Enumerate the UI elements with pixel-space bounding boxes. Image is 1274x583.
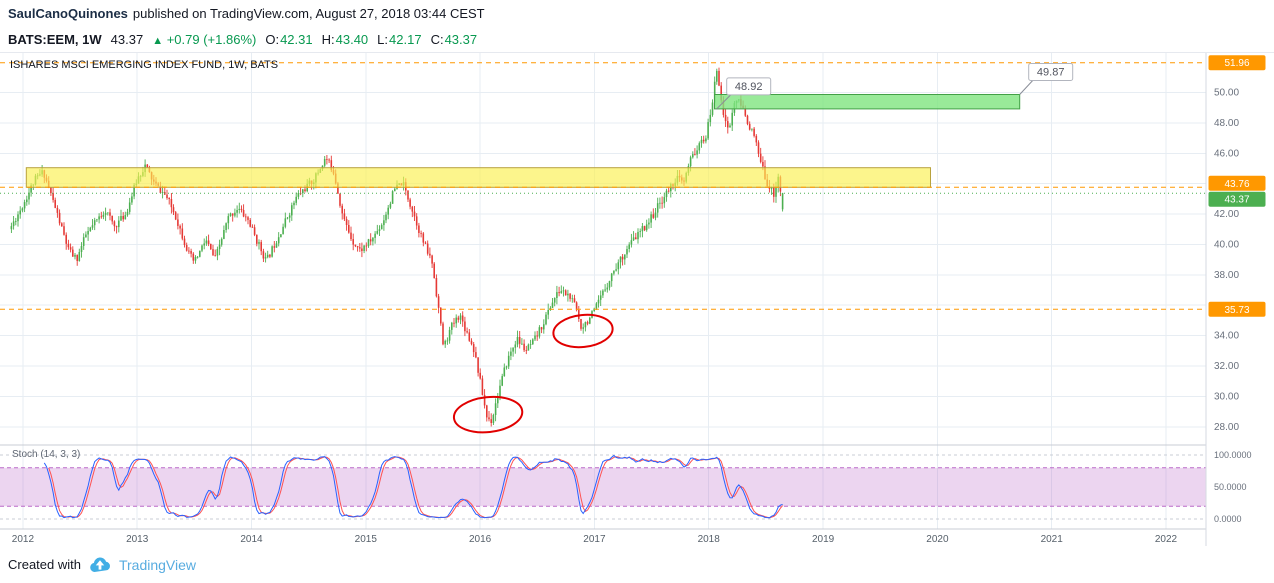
stochastic-band <box>0 454 1206 520</box>
svg-text:50.00: 50.00 <box>1214 88 1239 99</box>
price-badge: 43.76 <box>1208 175 1266 191</box>
svg-text:51.96: 51.96 <box>1224 58 1249 69</box>
stochastic-indicator-label[interactable]: Stoch (14, 3, 3) <box>12 449 81 460</box>
svg-text:40.00: 40.00 <box>1214 239 1239 250</box>
svg-text:2013: 2013 <box>126 534 149 545</box>
resistance-zone-yellow[interactable] <box>25 167 932 188</box>
price-level-lines[interactable] <box>0 62 1206 310</box>
svg-text:2019: 2019 <box>812 534 835 545</box>
chart-canvas[interactable]: 48.92 49.87 50.00 48.00 46.00 42.00 40.00 38.00… <box>0 53 1274 546</box>
svg-text:46.00: 46.00 <box>1214 148 1239 159</box>
price-change: ▲ +0.79 (+1.86%) <box>152 32 256 47</box>
target-zone-green[interactable] <box>714 94 1021 110</box>
svg-text:32.00: 32.00 <box>1214 361 1239 372</box>
svg-text:2021: 2021 <box>1041 534 1064 545</box>
svg-text:34.00: 34.00 <box>1214 331 1239 342</box>
last-price-value: 43.37 <box>110 31 144 47</box>
symbol-name[interactable]: BATS:EEM, 1W <box>8 31 102 47</box>
chart-background <box>0 53 1274 546</box>
svg-text:100.0000: 100.0000 <box>1214 450 1252 460</box>
stochastic-lines <box>43 454 783 519</box>
symbol-bar: BATS:EEM, 1W 43.37 ▲ +0.79 (+1.86%) O: 42… <box>0 26 1274 52</box>
svg-text:2016: 2016 <box>469 534 492 545</box>
svg-text:42.00: 42.00 <box>1214 209 1239 220</box>
publish-info: published on TradingView.com, August 27,… <box>132 5 485 21</box>
change-text: +0.79 (+1.86%) <box>166 31 257 47</box>
svg-text:30.00: 30.00 <box>1214 391 1239 402</box>
svg-text:48.00: 48.00 <box>1214 118 1239 129</box>
svg-text:2022: 2022 <box>1155 534 1178 545</box>
svg-text:2018: 2018 <box>698 534 721 545</box>
svg-text:2014: 2014 <box>240 534 263 545</box>
svg-text:2012: 2012 <box>12 534 35 545</box>
price-axis[interactable]: 50.00 48.00 46.00 42.00 40.00 38.00 34.00 32.00… <box>1205 53 1274 546</box>
svg-text:35.73: 35.73 <box>1224 305 1249 316</box>
low-value: L: 42.17 <box>377 31 422 47</box>
svg-text:49.87: 49.87 <box>1037 67 1065 79</box>
chart-area: ISHARES MSCI EMERGING INDEX FUND, 1W, BA… <box>0 52 1274 546</box>
svg-text:2015: 2015 <box>355 534 378 545</box>
pane-separators <box>0 444 1274 530</box>
author-name[interactable]: SaulCanoQuinones <box>8 5 128 21</box>
price-badge: 51.96 <box>1208 55 1266 71</box>
created-with-label: Created with <box>8 557 81 572</box>
price-badge: 35.73 <box>1208 301 1266 317</box>
red-circle-annotations[interactable] <box>452 312 614 436</box>
tradingview-logo-icon[interactable] <box>88 555 112 575</box>
publish-header: SaulCanoQuinones published on TradingVie… <box>0 0 1274 26</box>
svg-text:2017: 2017 <box>583 534 606 545</box>
svg-text:2020: 2020 <box>926 534 949 545</box>
time-axis[interactable]: 2012 2013 2014 2015 2016 2017 2018 2019 2020 2021… <box>12 534 1178 545</box>
close-value: C: 43.37 <box>430 31 478 47</box>
svg-text:43.37: 43.37 <box>1224 195 1249 206</box>
high-value: H: 43.40 <box>321 31 369 47</box>
price-badge: 43.37 <box>1208 191 1266 207</box>
svg-text:28.00: 28.00 <box>1214 422 1239 433</box>
svg-text:50.0000: 50.0000 <box>1214 482 1247 492</box>
svg-text:48.92: 48.92 <box>735 81 763 93</box>
svg-text:43.76: 43.76 <box>1224 179 1249 190</box>
tradingview-brand[interactable]: TradingView <box>118 556 197 573</box>
up-arrow-icon: ▲ <box>152 34 164 47</box>
footer: Created with TradingView <box>0 545 1274 583</box>
open-value: O: 42.31 <box>265 31 313 47</box>
svg-text:38.00: 38.00 <box>1214 270 1239 281</box>
price-callouts[interactable]: 48.92 49.87 <box>716 63 1074 110</box>
svg-text:0.0000: 0.0000 <box>1214 514 1242 524</box>
grid-lines <box>0 53 1206 529</box>
